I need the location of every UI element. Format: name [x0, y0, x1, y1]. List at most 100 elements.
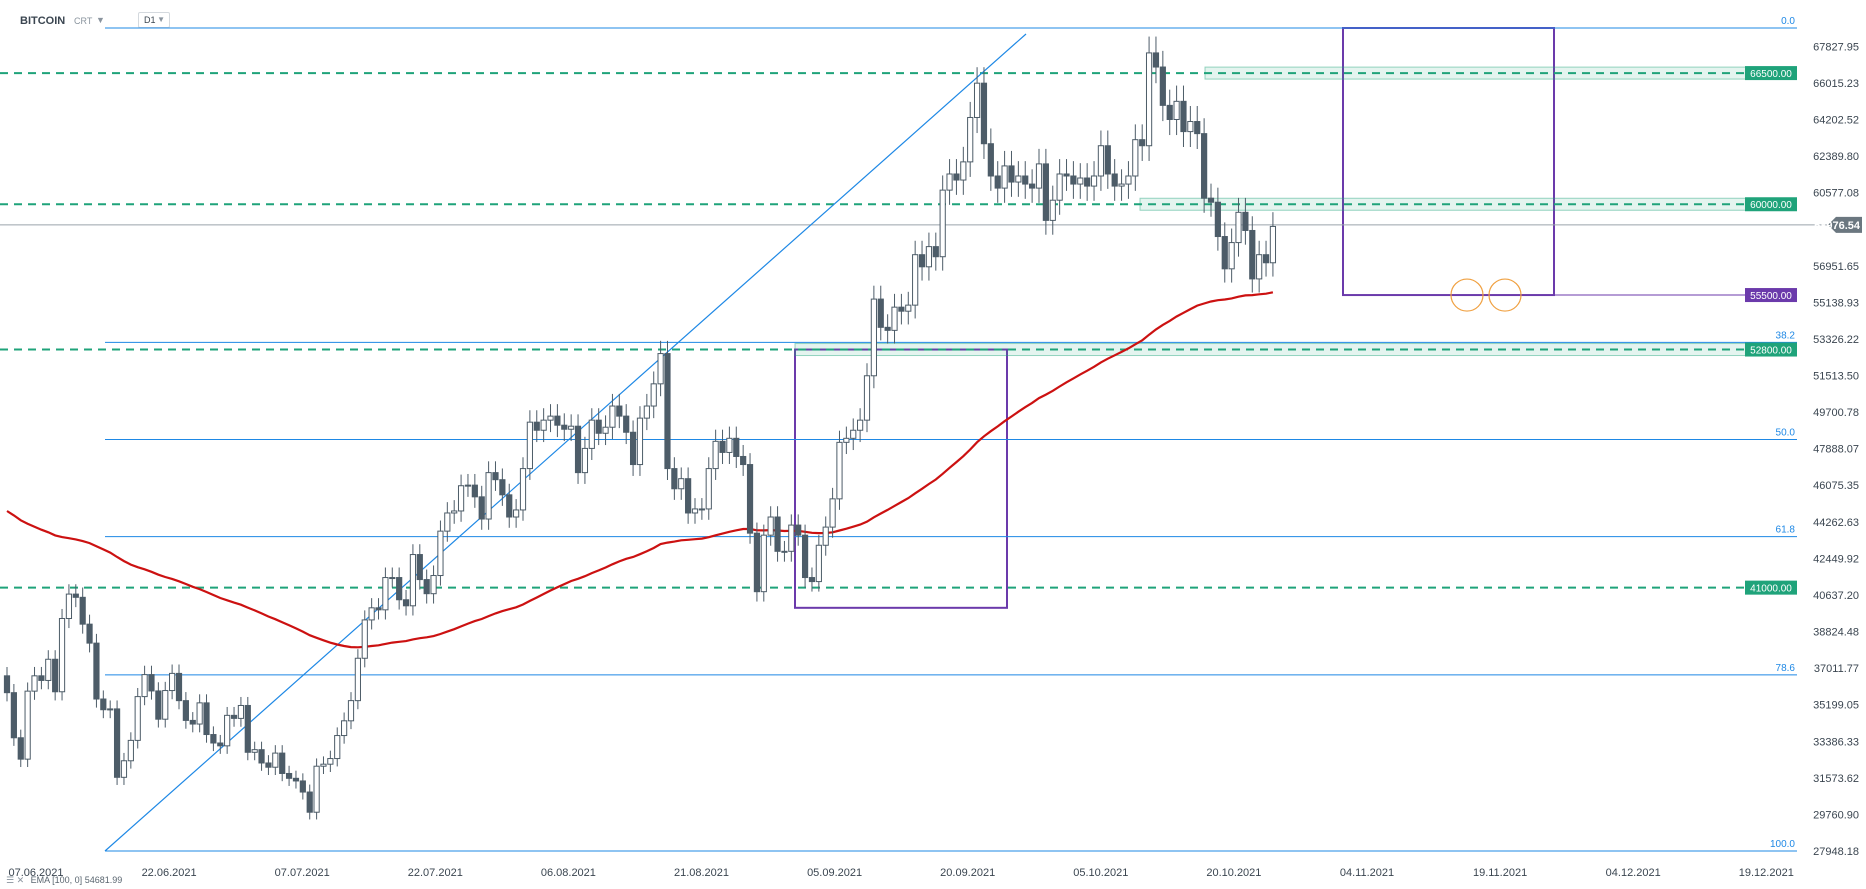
candle-body: [169, 672, 176, 692]
candle: [705, 457, 712, 520]
candle-body: [334, 735, 341, 760]
candle-body: [396, 577, 403, 601]
candle-body: [685, 478, 692, 514]
candle-body: [588, 419, 595, 449]
date-axis-label: 04.11.2021: [1340, 867, 1394, 879]
candle: [65, 584, 73, 629]
candle-body: [217, 742, 224, 747]
candle: [781, 540, 788, 562]
candle-body: [857, 419, 864, 431]
candle: [1001, 150, 1008, 203]
candle-body: [265, 762, 272, 768]
candle: [1201, 118, 1208, 213]
candle-body: [1132, 139, 1139, 177]
candle: [251, 741, 258, 761]
candle-body: [1221, 236, 1228, 270]
price-axis-label: 35199.05: [1813, 700, 1859, 712]
candle: [1173, 85, 1180, 136]
candle-body: [1097, 145, 1105, 177]
candle-body: [361, 619, 368, 659]
candle: [581, 436, 589, 484]
candle-body: [912, 254, 919, 306]
current-price-label: 58976.54: [1814, 220, 1861, 232]
candle: [712, 429, 719, 480]
candle-body: [526, 421, 533, 470]
candle-body: [843, 437, 850, 443]
candle: [120, 752, 128, 785]
candle: [760, 524, 767, 602]
candle-body: [382, 577, 389, 611]
candle: [361, 610, 368, 668]
candle: [925, 232, 933, 281]
candle-body: [629, 431, 637, 466]
candle: [719, 429, 726, 464]
price-axis-label: 44262.63: [1813, 517, 1859, 529]
instrument-type-label: CRT: [74, 16, 93, 26]
candle-body: [960, 161, 967, 181]
price-level-tag: [1745, 580, 1797, 595]
price-level-label: 60000.00: [1750, 200, 1792, 211]
candle-body: [1207, 197, 1215, 203]
candle-body: [292, 777, 300, 782]
candle-body: [72, 593, 79, 598]
candle: [134, 687, 141, 749]
candle-body: [10, 692, 17, 739]
candle-body: [38, 675, 45, 681]
candle: [1256, 240, 1263, 293]
candle-body: [230, 714, 238, 719]
candle-body: [609, 405, 616, 428]
candle: [843, 426, 850, 455]
candle-body: [705, 468, 712, 510]
date-axis-label: 19.11.2021: [1473, 867, 1527, 879]
ema-legend[interactable]: ☰ ✕ EMA [100, 0] 54681.99: [6, 875, 122, 886]
candle-body: [836, 441, 843, 500]
candle: [430, 565, 437, 604]
candle: [733, 426, 740, 468]
candle: [1262, 240, 1270, 277]
candle: [1070, 161, 1077, 199]
candle: [1077, 163, 1084, 199]
candle: [774, 506, 781, 562]
candle: [898, 293, 905, 325]
candle-body: [795, 524, 802, 536]
price-axis-label: 47888.07: [1813, 444, 1859, 456]
candle-body: [808, 577, 816, 583]
candle: [1221, 222, 1228, 283]
candle-body: [513, 509, 520, 518]
candle: [884, 314, 891, 344]
candle: [210, 726, 217, 752]
candle-body: [1042, 163, 1049, 221]
candle-body: [946, 173, 953, 191]
candle: [444, 502, 451, 542]
candle: [980, 67, 988, 159]
candle: [1008, 150, 1015, 197]
fibonacci-label: 100.0: [1770, 839, 1795, 850]
candle: [1228, 228, 1235, 283]
candle-body: [389, 577, 396, 580]
chevron-down-icon[interactable]: ▼: [96, 15, 105, 25]
price-axis-label: 40637.20: [1813, 590, 1859, 602]
candle: [189, 712, 196, 733]
candle-body: [595, 419, 602, 434]
candle: [24, 682, 31, 768]
candle-body: [657, 353, 664, 385]
candle-body: [272, 752, 279, 768]
candle-body: [980, 82, 988, 145]
candle: [1090, 161, 1098, 201]
price-axis-label: 31573.62: [1813, 773, 1859, 785]
legend-controls-icon[interactable]: ☰ ✕: [6, 875, 25, 885]
candle-body: [1249, 229, 1256, 280]
candle: [746, 453, 754, 544]
candle-body: [1187, 121, 1194, 133]
candle: [272, 745, 279, 775]
candle-body: [471, 484, 478, 498]
candle-body: [1118, 183, 1125, 187]
candle: [141, 665, 148, 706]
candle: [1063, 159, 1070, 191]
candle-body: [1008, 165, 1015, 183]
price-axis-label: 67827.95: [1813, 41, 1859, 53]
candle-body: [733, 437, 740, 457]
symbol-label[interactable]: BITCOIN: [20, 15, 66, 27]
